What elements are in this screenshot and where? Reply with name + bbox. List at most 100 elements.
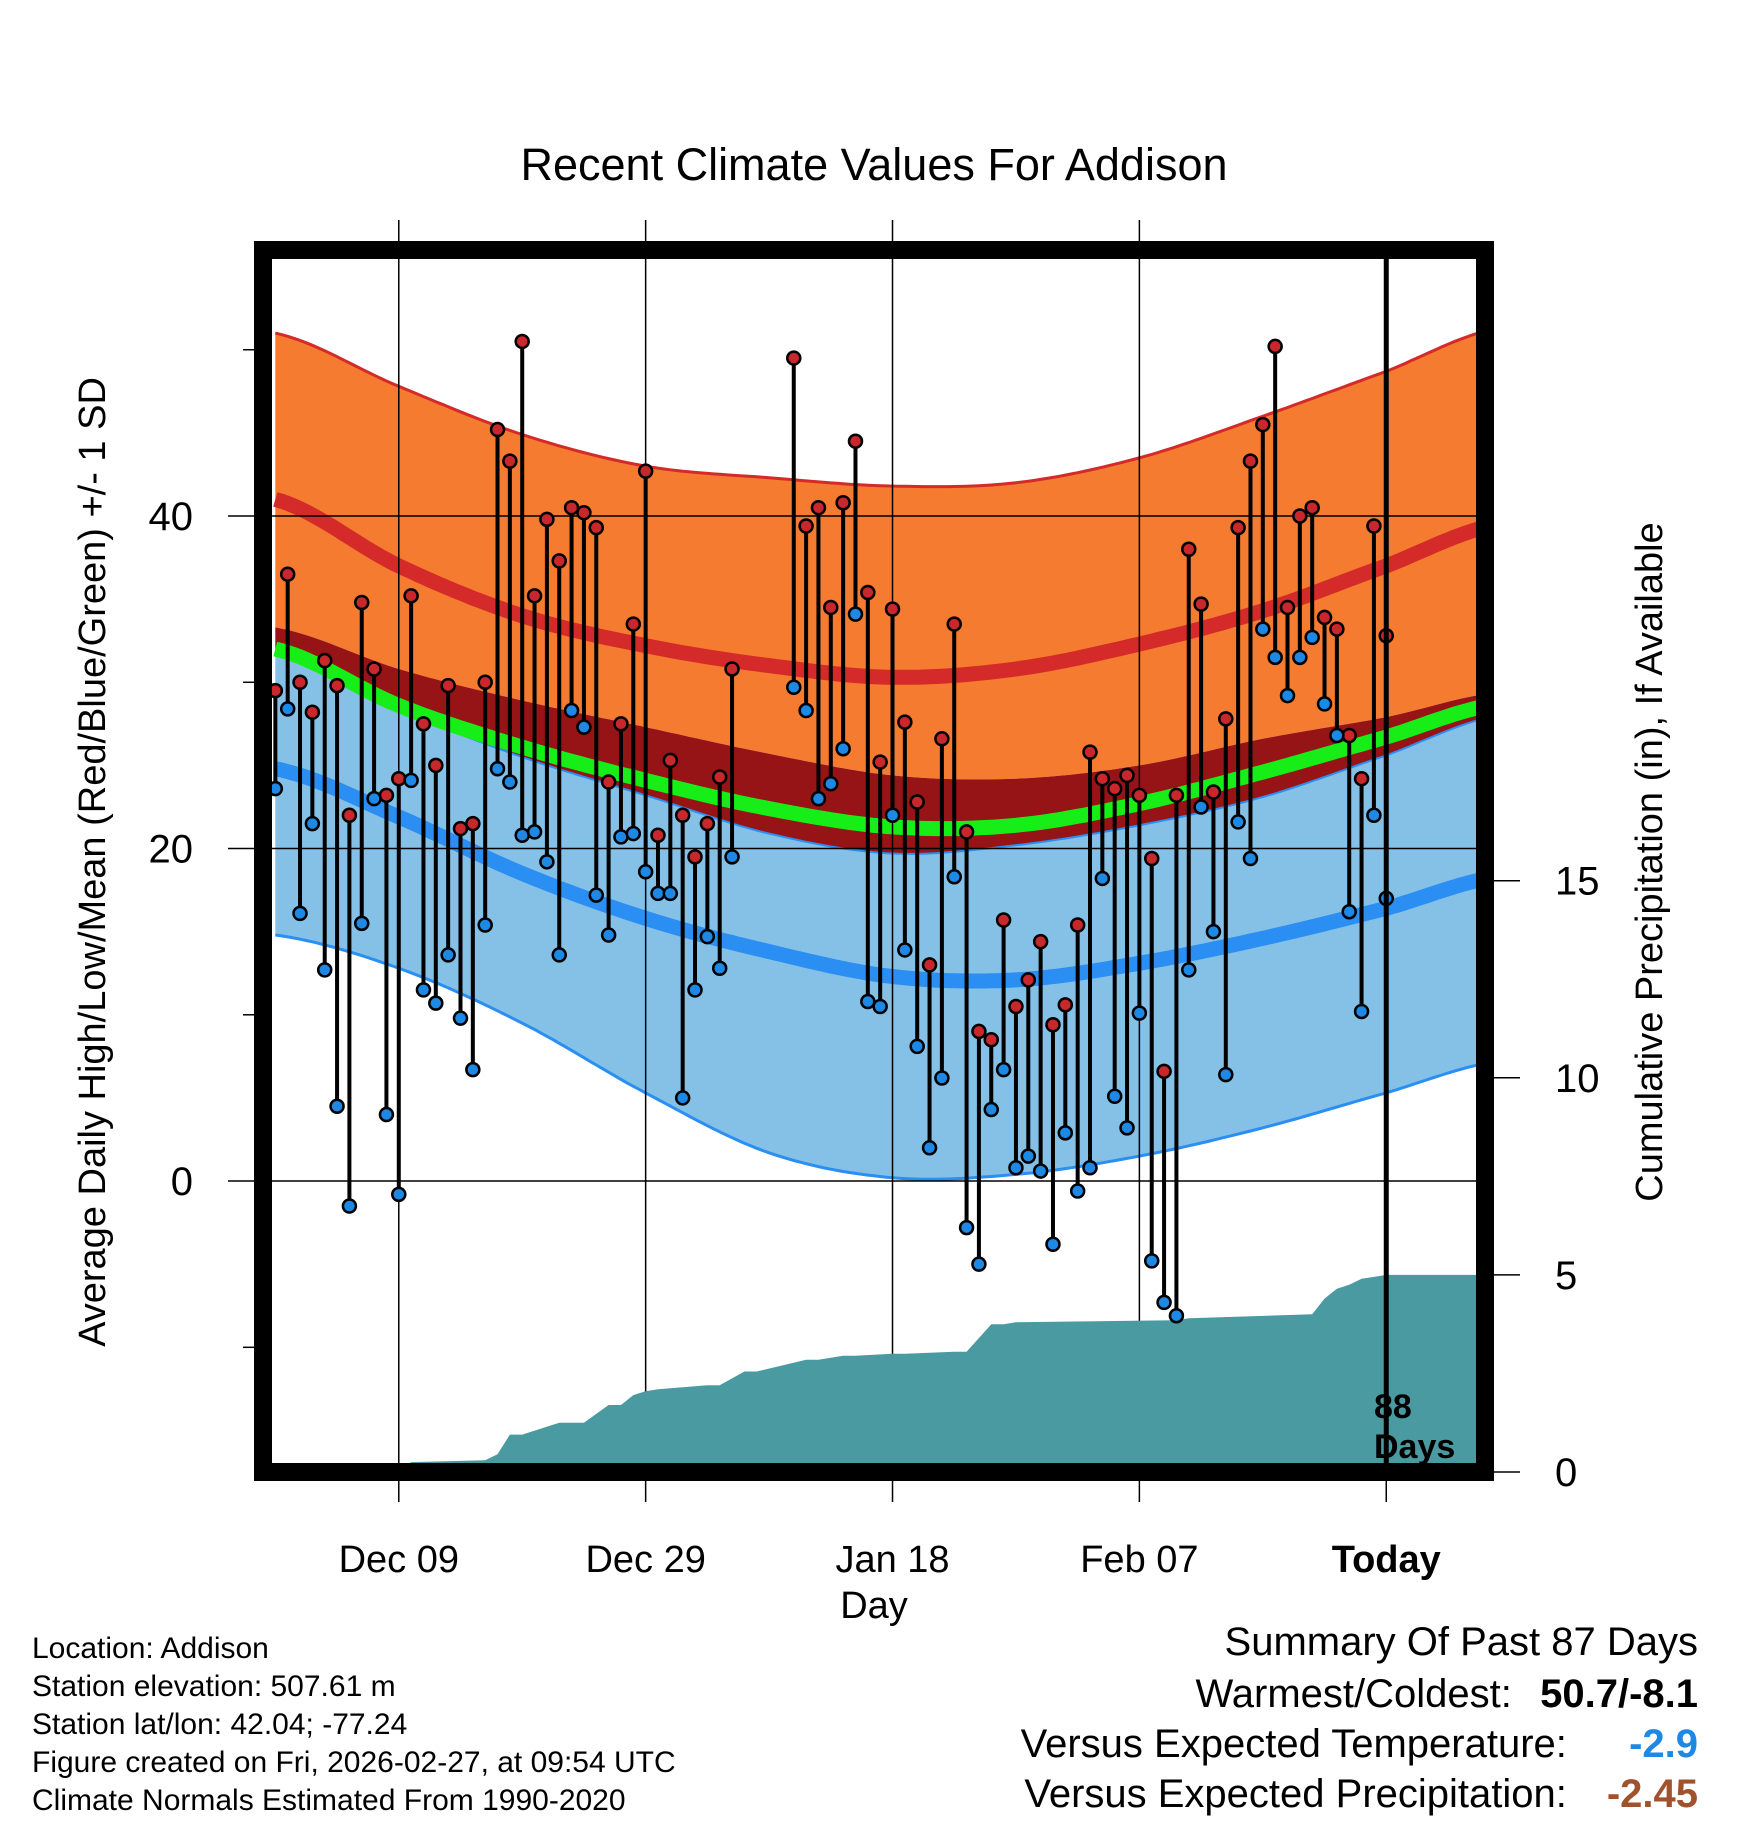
daily-low-point	[786, 679, 802, 696]
right-tick-label: 15	[1555, 860, 1600, 904]
daily-high-point	[465, 815, 481, 832]
daily-low-point	[1181, 962, 1197, 978]
info-normals: Climate Normals Estimated From 1990-2020	[32, 1784, 626, 1817]
daily-low-point	[428, 995, 444, 1011]
daily-high-point	[563, 499, 580, 516]
daily-high-point	[699, 815, 716, 832]
daily-low-point	[1008, 1159, 1024, 1176]
daily-high-point	[1267, 338, 1283, 355]
daily-low-point	[724, 849, 740, 865]
summary-temp-row: Versus Expected Temperature: -2.9	[1021, 1722, 1698, 1767]
daily-low-point	[958, 1219, 975, 1236]
daily-high-point	[1366, 518, 1382, 534]
x-tick-label: Dec 09	[339, 1539, 459, 1581]
daily-high-point	[403, 588, 419, 604]
daily-high-point	[650, 827, 666, 843]
info-elevation: Station elevation: 507.61 m	[32, 1670, 396, 1703]
daily-low-point	[810, 790, 827, 807]
daily-low-point	[1057, 1125, 1074, 1141]
daily-high-point	[588, 519, 605, 536]
daily-high-point	[934, 731, 950, 747]
daily-high-point	[662, 752, 679, 769]
daily-high-point	[428, 757, 444, 774]
daily-low-point	[1329, 727, 1345, 744]
daily-high-point	[1094, 770, 1111, 787]
daily-low-point	[1156, 1294, 1172, 1311]
daily-low-point	[934, 1070, 950, 1086]
daily-high-point	[1156, 1063, 1172, 1080]
low-mean-line	[273, 761, 1485, 989]
daily-high-point	[823, 599, 839, 616]
daily-low-point	[1069, 1183, 1086, 1199]
daily-low-point	[600, 927, 617, 943]
summary-heading: Summary Of Past 87 Days	[1224, 1620, 1698, 1664]
daily-low-point	[1082, 1159, 1098, 1176]
daily-low-point	[502, 774, 518, 790]
daily-high-point	[625, 616, 642, 632]
daily-high-point	[1230, 519, 1246, 536]
summary-warmest-row: Warmest/Coldest: 50.7/-8.1	[1196, 1672, 1699, 1717]
daily-low-point	[662, 885, 679, 902]
daily-low-point	[983, 1101, 1000, 1118]
summary-precip-row: Versus Expected Precipitation: -2.45	[1024, 1772, 1698, 1817]
right-tick-label: 5	[1555, 1254, 1577, 1298]
x-tick-label: Jan 18	[835, 1539, 949, 1581]
daily-low-point	[1131, 1005, 1148, 1021]
low-lower-edge	[275, 933, 1485, 1181]
daily-low-point	[1020, 1148, 1037, 1164]
daily-low-point	[835, 741, 851, 757]
daily-low-point	[823, 775, 839, 792]
daily-low-point	[316, 962, 333, 978]
y-right-axis-label: Cumulative Precipitation (in), If Availa…	[1629, 522, 1671, 1201]
daily-high-point	[279, 566, 296, 582]
daily-high-point	[786, 350, 802, 366]
summary-precip-label: Versus Expected Precipitation:	[1024, 1772, 1567, 1816]
daily-low-point	[465, 1061, 481, 1078]
daily-high-point	[1353, 770, 1370, 787]
daily-high-point	[847, 433, 864, 449]
daily-low-point	[687, 982, 703, 998]
daily-high-point	[341, 807, 358, 824]
daily-low-point	[576, 719, 592, 735]
daily-low-point	[711, 960, 728, 976]
daily-high-point	[526, 588, 543, 604]
daily-low-point	[921, 1140, 938, 1156]
left-tick-label: 20	[149, 828, 194, 872]
daily-low-point	[1353, 1003, 1370, 1020]
daily-high-point	[378, 787, 395, 804]
summary-warmest-label: Warmest/Coldest:	[1195, 1672, 1512, 1716]
daily-low-point	[489, 760, 506, 777]
left-tick-label: 40	[149, 495, 194, 539]
daily-low-point	[526, 824, 543, 840]
daily-high-point	[391, 770, 407, 787]
daily-high-point	[1069, 917, 1086, 933]
daily-low-point	[1341, 903, 1357, 920]
daily-low-point	[798, 702, 814, 719]
daily-high-point	[1057, 997, 1074, 1013]
daily-low-point	[1032, 1163, 1049, 1179]
days-count-label: 88	[1374, 1388, 1412, 1426]
daily-high-point	[946, 616, 962, 632]
daily-low-point	[1218, 1066, 1234, 1083]
cumulative-precip-area	[263, 1274, 1485, 1472]
daily-high-point	[1193, 596, 1209, 612]
daily-high-point	[897, 714, 913, 730]
daily-high-point	[1292, 508, 1308, 524]
daily-high-point	[872, 754, 888, 770]
right-tick-label: 10	[1555, 1057, 1600, 1101]
daily-low-point	[1255, 621, 1271, 637]
daily-high-point	[958, 824, 975, 840]
daily-low-point	[514, 827, 530, 843]
daily-low-point	[1143, 1253, 1160, 1269]
high-upper-edge	[274, 329, 1485, 489]
x-tick-label: Feb 07	[1080, 1539, 1198, 1581]
daily-high-point	[884, 601, 901, 617]
daily-low-point	[1267, 649, 1283, 666]
daily-high-point	[995, 912, 1012, 928]
daily-low-point	[897, 942, 913, 958]
daily-high-point	[329, 677, 345, 694]
plot-frame	[254, 241, 1494, 1481]
summary-panel: Summary Of Past 87 Days Warmest/Coldest:…	[798, 1620, 1698, 1820]
daily-low-point	[1119, 1120, 1135, 1136]
